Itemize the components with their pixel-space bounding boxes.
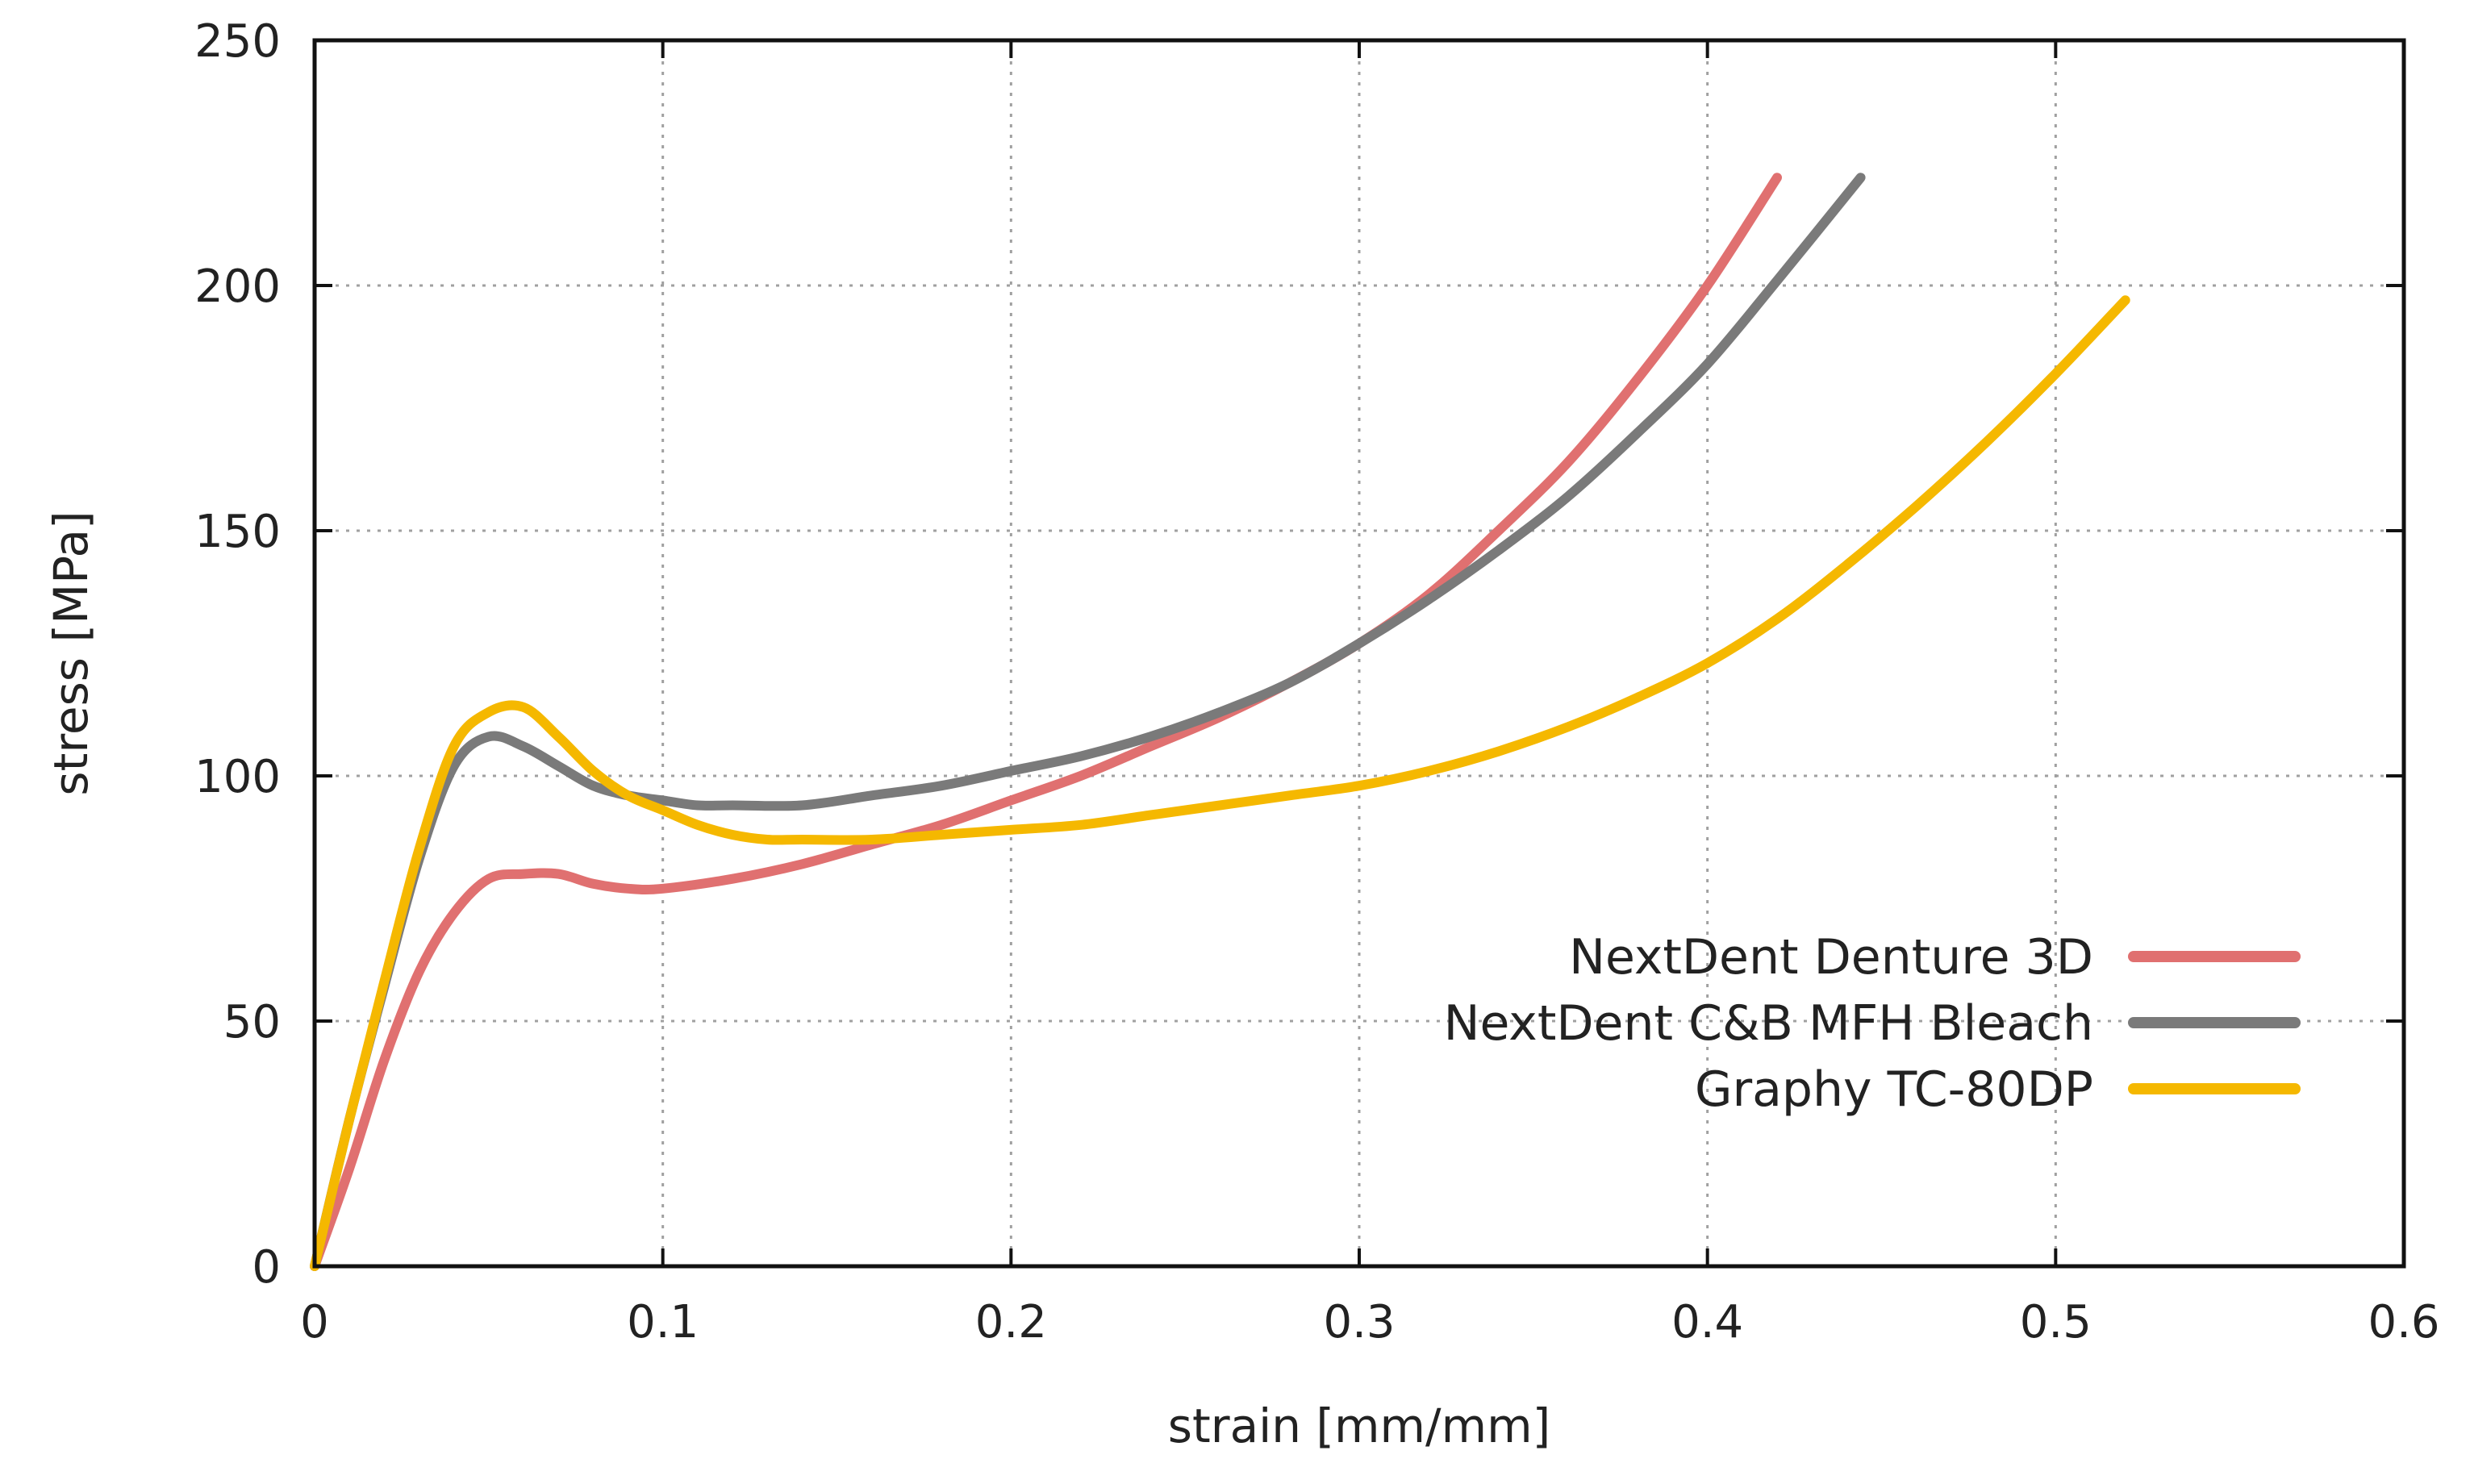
legend-label-nextdent-cb: NextDent C&B MFH Bleach: [1444, 995, 2093, 1052]
series-line-nextdent-cb: [310, 173, 1866, 1271]
x-axis-label: strain [mm/mm]: [1168, 1399, 1550, 1453]
x-tick-label: 0.1: [627, 1296, 699, 1349]
y-tick-label: 250: [194, 15, 281, 68]
legend-label-nextdent-denture: NextDent Denture 3D: [1569, 929, 2093, 986]
y-tick-label: 0: [252, 1241, 281, 1294]
grid: [315, 40, 2404, 1266]
x-tick-label: 0.3: [1323, 1296, 1395, 1349]
y-axis-label: stress [MPa]: [44, 511, 98, 795]
x-tick-label: 0.5: [2020, 1296, 2092, 1349]
tick-labels: 0 0.1 0.2 0.3 0.4 0.5 0.6 0 50 100 150 200 250: [194, 15, 2439, 1349]
series-lines: [310, 173, 2130, 1271]
series-line-graphy: [310, 295, 2130, 1271]
y-tick-label: 50: [223, 996, 281, 1048]
x-tick-label: 0.2: [975, 1296, 1047, 1349]
x-tick-label: 0.6: [2368, 1296, 2439, 1349]
y-tick-label: 200: [194, 261, 281, 313]
y-tick-label: 100: [194, 751, 281, 803]
y-tick-label: 150: [194, 506, 281, 558]
series-line-nextdent-denture: [310, 173, 1782, 1271]
axis-ticks: [313, 39, 2405, 1268]
legend-label-graphy: Graphy TC-80DP: [1695, 1061, 2093, 1118]
x-tick-label: 0: [300, 1296, 329, 1349]
legend: NextDent Denture 3D NextDent C&B MFH Ble…: [1444, 929, 2301, 1118]
x-tick-label: 0.4: [1671, 1296, 1743, 1349]
